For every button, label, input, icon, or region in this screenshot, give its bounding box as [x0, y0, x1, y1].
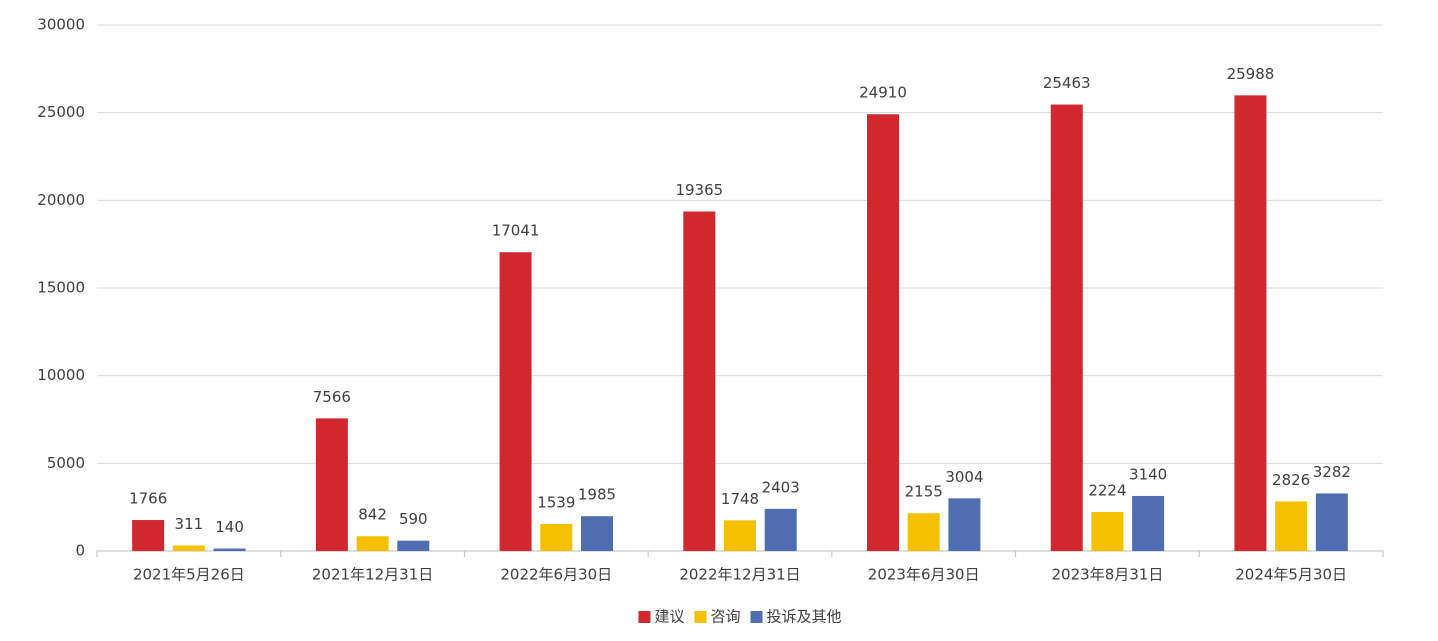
x-tick-label: 2022年6月30日	[500, 566, 612, 584]
data-label: 25988	[1227, 65, 1275, 83]
data-label: 842	[358, 506, 387, 524]
bar	[907, 513, 940, 551]
data-label: 3004	[945, 468, 983, 486]
data-label: 24910	[859, 84, 907, 102]
data-label: 25463	[1043, 74, 1091, 92]
data-label: 590	[399, 510, 428, 528]
data-label: 140	[215, 518, 244, 536]
legend-swatch	[638, 611, 651, 623]
bar	[1234, 95, 1267, 551]
bar	[948, 498, 981, 551]
data-label: 2224	[1088, 482, 1126, 500]
legend-label: 投诉及其他	[767, 608, 842, 626]
data-label: 1748	[721, 490, 759, 508]
data-label: 2403	[762, 478, 800, 496]
data-label: 3282	[1313, 463, 1351, 481]
y-tick-label: 0	[75, 542, 85, 560]
legend-swatch	[694, 611, 707, 623]
bar	[132, 520, 165, 551]
bar	[867, 114, 900, 552]
y-tick-label: 20000	[37, 191, 85, 209]
bar	[1132, 495, 1165, 551]
data-label: 19365	[675, 181, 723, 199]
bar	[213, 548, 246, 551]
bar	[1275, 501, 1308, 551]
data-label: 1766	[129, 490, 167, 508]
y-tick-label: 10000	[37, 366, 85, 384]
bar	[356, 536, 389, 551]
x-tick-label: 2024年5月30日	[1235, 566, 1347, 584]
x-tick-label: 2023年8月31日	[1052, 566, 1164, 584]
y-tick-label: 5000	[47, 454, 85, 472]
data-label: 311	[175, 515, 204, 533]
bar	[724, 520, 756, 551]
bar	[1050, 104, 1083, 551]
legend-swatch	[750, 611, 763, 623]
data-label: 2826	[1272, 471, 1310, 489]
legend-label: 建议	[654, 608, 684, 626]
y-tick-label: 25000	[37, 103, 85, 121]
data-label: 17041	[492, 222, 540, 240]
bar	[1315, 493, 1348, 551]
y-tick-label: 15000	[37, 279, 85, 297]
bar	[315, 418, 348, 551]
legend-label: 咨询	[710, 608, 740, 626]
x-tick-label: 2023年6月30日	[868, 566, 980, 584]
data-label: 1985	[578, 486, 616, 504]
bar	[499, 252, 532, 551]
y-tick-label: 30000	[37, 16, 85, 34]
bar	[540, 524, 573, 551]
bar	[683, 211, 716, 552]
data-label: 1539	[537, 494, 575, 512]
data-label: 3140	[1129, 465, 1167, 483]
bar	[764, 508, 797, 551]
x-tick-label: 2022年12月31日	[679, 566, 800, 584]
data-label: 2155	[905, 483, 943, 501]
x-tick-label: 2021年12月31日	[312, 566, 433, 584]
bar	[172, 545, 205, 551]
bar	[397, 540, 430, 551]
data-label: 7566	[313, 388, 351, 406]
bar	[580, 516, 613, 551]
x-tick-label: 2021年5月26日	[133, 566, 245, 584]
bar	[1091, 512, 1124, 551]
